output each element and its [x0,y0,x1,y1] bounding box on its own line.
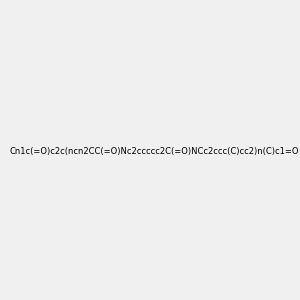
Text: Cn1c(=O)c2c(ncn2CC(=O)Nc2ccccc2C(=O)NCc2ccc(C)cc2)n(C)c1=O: Cn1c(=O)c2c(ncn2CC(=O)Nc2ccccc2C(=O)NCc2… [9,147,298,156]
